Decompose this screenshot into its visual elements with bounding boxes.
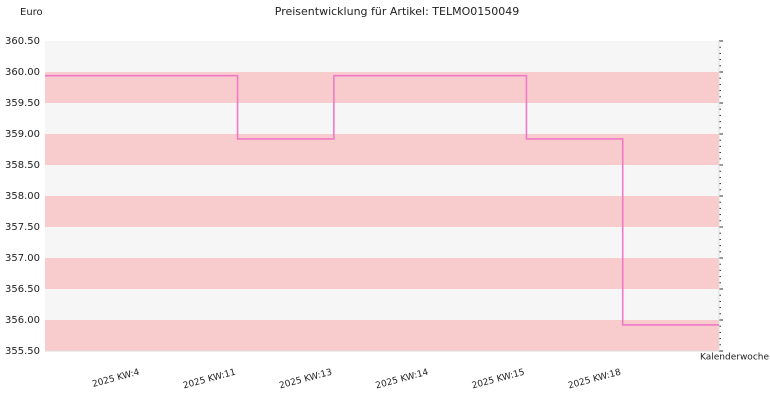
x-tick-label: 2025 KW:11 [182, 368, 237, 392]
y-tick-label: 358.50 [5, 160, 40, 171]
chart-title: Preisentwicklung für Artikel: TELMO01500… [275, 5, 520, 18]
y-tick-label: 355.50 [5, 346, 40, 357]
y-tick-label: 356.00 [5, 315, 40, 326]
y-tick-label: 358.00 [5, 191, 40, 202]
y-axis-label: Euro [20, 7, 43, 18]
plot-band [45, 258, 719, 289]
x-tick-label: 2025 KW:14 [375, 368, 430, 392]
y-tick-label: 359.50 [5, 98, 40, 109]
y-tick-label: 360.00 [5, 67, 40, 78]
y-tick-label: 357.00 [5, 253, 40, 264]
x-tick-label: 2025 KW:18 [567, 368, 622, 392]
plot-band [45, 227, 719, 258]
plot-band [45, 165, 719, 196]
plot-band [45, 320, 719, 351]
x-tick-label: 2025 KW:4 [91, 368, 141, 390]
plot-band [45, 196, 719, 227]
x-axis-label: Kalenderwoche [700, 353, 769, 363]
y-tick-label: 360.50 [5, 36, 40, 47]
x-tick-label: 2025 KW:13 [278, 368, 333, 392]
y-tick-label: 359.00 [5, 129, 40, 140]
plot-band [45, 289, 719, 320]
plot-band [45, 72, 719, 103]
price-line [45, 74, 719, 326]
x-tick-label: 2025 KW:15 [471, 368, 526, 392]
y-tick-label: 356.50 [5, 284, 40, 295]
y-tick-label: 357.50 [5, 222, 40, 233]
plot-band [45, 41, 719, 72]
plot-band [45, 103, 719, 134]
